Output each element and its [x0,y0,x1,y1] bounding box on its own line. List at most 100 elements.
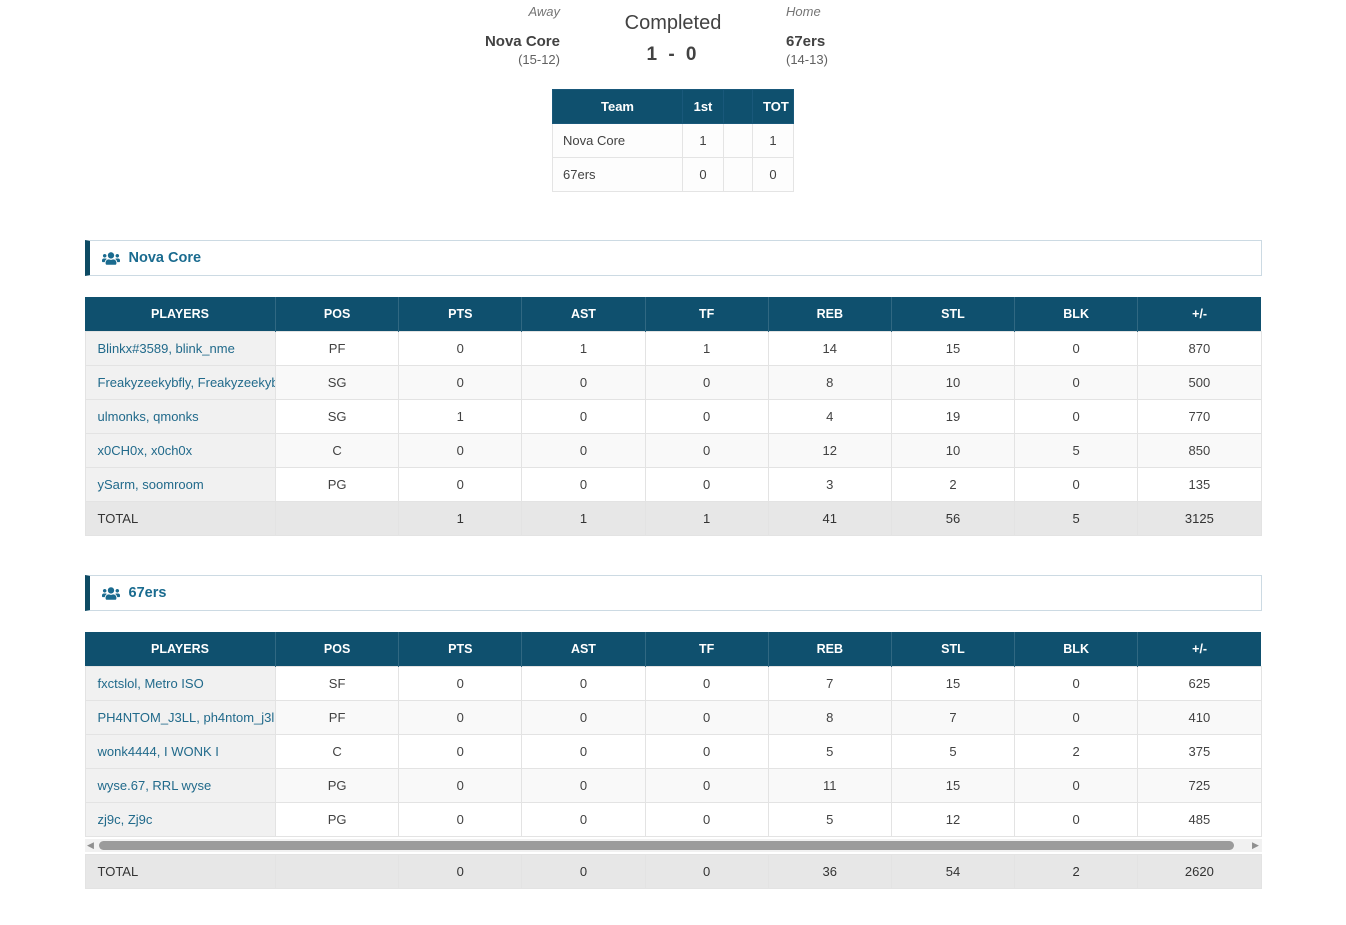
section-header-nova-core: Nova Core [84,240,1262,276]
player-name-link[interactable]: ySarm, soomroom [84,467,277,502]
horizontal-scrollbar[interactable]: ◀ ▶ [84,839,1262,852]
score-period-2 [723,123,753,158]
stats-header-row: PLAYERS POS PTS AST TF REB STL BLK +/- [85,297,1261,332]
player-name-link[interactable]: PH4NTOM_J3LL, ph4ntom_j3ll [84,700,277,735]
player-row: x0CH0x, x0ch0x C 0 0 0 12 10 5 850 [84,433,1262,468]
stat-pts: 0 [398,700,523,735]
stats-header-cell: AST [521,632,646,667]
stat-tf: 0 [644,700,769,735]
stat-plusminus: 625 [1137,666,1262,701]
stat-ast: 0 [521,734,646,769]
player-name-link[interactable]: Freakyzeekybfly, Freakyzeekybfly [84,365,277,400]
stat-tf: 0 [644,802,769,837]
stat-blk: 0 [1014,802,1139,837]
stat-ast: 0 [521,399,646,434]
stats-header-cell: PTS [398,297,523,332]
stat-ast: 0 [521,433,646,468]
stat-pts: 0 [398,467,523,502]
home-label: Home [786,4,821,19]
player-name-link[interactable]: ulmonks, qmonks [84,399,277,434]
stats-header-cell: AST [521,297,646,332]
player-name-link[interactable]: x0CH0x, x0ch0x [84,433,277,468]
total-label: TOTAL [84,854,277,889]
stat-pts: 0 [398,666,523,701]
home-team-name: 67ers [786,33,826,50]
stat-reb: 8 [767,365,892,400]
match-center-block: Completed 1 - 0 [608,4,738,66]
stat-pos: C [275,433,400,468]
stat-tf: 0 [644,365,769,400]
stat-stl: 12 [890,802,1016,837]
stat-pts: 0 [398,365,523,400]
stat-tf: 0 [644,666,769,701]
player-name-link[interactable]: fxctslol, Metro ISO [84,666,277,701]
stat-stl: 19 [890,399,1016,434]
stat-plusminus: 410 [1137,700,1262,735]
stat-plusminus: 770 [1137,399,1262,434]
player-row: wyse.67, RRL wyse PG 0 0 0 11 15 0 725 [84,768,1262,803]
score-table-header-row: Team 1st TOT [552,89,794,124]
scrollbar-track[interactable] [98,841,1249,850]
score-total: 1 [752,123,794,158]
stat-plusminus: 870 [1137,331,1262,366]
player-row: Freakyzeekybfly, Freakyzeekybfly SG 0 0 … [84,365,1262,400]
player-row: zj9c, Zj9c PG 0 0 0 5 12 0 485 [84,802,1262,837]
total-ast: 0 [521,854,646,889]
stat-blk: 0 [1014,666,1139,701]
stat-stl: 15 [890,768,1016,803]
score-period-1: 0 [682,157,724,192]
stats-header-cell: REB [768,297,892,332]
stat-tf: 0 [644,734,769,769]
total-blk: 2 [1014,854,1139,889]
player-name-link[interactable]: wyse.67, RRL wyse [84,768,277,803]
stats-header-cell: TF [645,297,769,332]
total-tf: 0 [644,854,769,889]
player-row: wonk4444, I WONK I C 0 0 0 5 5 2 375 [84,734,1262,769]
match-status: Completed [624,12,722,34]
stat-pos: PF [275,700,400,735]
score-table-row: 67ers 0 0 [552,157,794,192]
score-table: Team 1st TOT Nova Core 1 1 67ers 0 [552,89,794,192]
page-container: Away Nova Core (15-12) Completed 1 - 0 H… [84,0,1262,925]
stat-pts: 0 [398,734,523,769]
total-reb: 36 [767,854,892,889]
stat-blk: 0 [1014,768,1139,803]
scroll-left-arrow-icon[interactable]: ◀ [87,840,94,850]
nova-core-stats-table: PLAYERS POS PTS AST TF REB STL BLK +/- Blinkx#35… [84,297,1262,536]
player-name-link[interactable]: zj9c, Zj9c [84,802,277,837]
users-icon [101,251,120,266]
stats-header-cell: PLAYERS [85,297,277,332]
stat-stl: 10 [890,433,1016,468]
away-team-record: (15-12) [518,52,560,67]
stat-pos: PG [275,467,400,502]
stats-header-cell: +/- [1137,297,1261,332]
stat-ast: 0 [521,365,646,400]
away-team-name: Nova Core [484,33,560,50]
stat-pos: PG [275,768,400,803]
stat-stl: 10 [890,365,1016,400]
scroll-right-arrow-icon[interactable]: ▶ [1252,840,1259,850]
sixers-stats-table: PLAYERS POS PTS AST TF REB STL BLK +/- fxctslol,… [84,632,1262,837]
stat-plusminus: 500 [1137,365,1262,400]
stat-reb: 5 [767,734,892,769]
stat-reb: 3 [767,467,892,502]
sixers-total-table: TOTAL 0 0 0 36 54 2 2620 [84,854,1262,889]
match-header: Away Nova Core (15-12) Completed 1 - 0 H… [85,0,1262,67]
stat-pos: SG [275,399,400,434]
score-table-wrap: Team 1st TOT Nova Core 1 1 67ers 0 [85,89,1262,192]
stats-header-cell: BLK [1014,297,1139,332]
stats-header-cell: TF [645,632,769,667]
stat-tf: 0 [644,467,769,502]
score-table-header-cell: 1st [682,89,724,124]
stat-pos: C [275,734,400,769]
player-name-link[interactable]: wonk4444, I WONK I [84,734,277,769]
score-table-header-cell [723,89,753,124]
stat-plusminus: 375 [1137,734,1262,769]
player-name-link[interactable]: Blinkx#3589, blink_nme [84,331,277,366]
stat-blk: 0 [1014,399,1139,434]
stat-stl: 7 [890,700,1016,735]
stat-ast: 0 [521,700,646,735]
scrollbar-thumb[interactable] [98,841,1234,850]
stat-pos: SG [275,365,400,400]
score-period-2 [723,157,753,192]
